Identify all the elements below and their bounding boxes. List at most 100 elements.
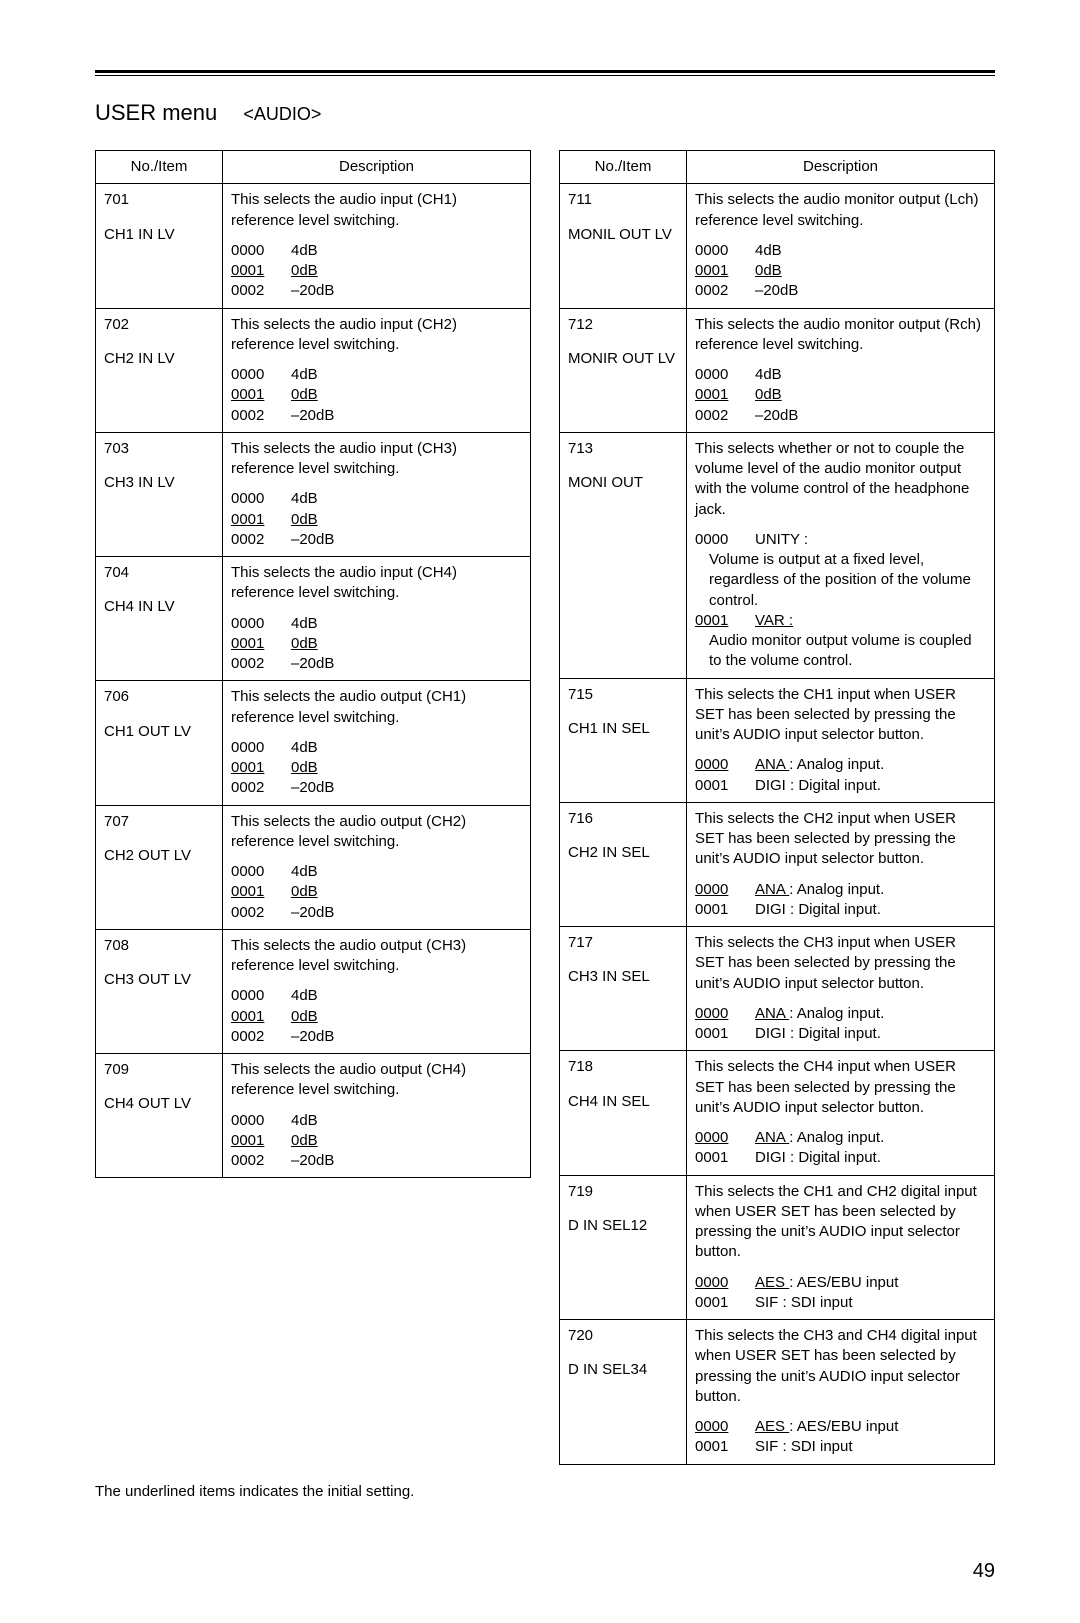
option-row: 0002–20dB (231, 530, 334, 550)
item-name: MONIL OUT LV (568, 225, 678, 245)
option-value: DIGI : Digital input. (755, 777, 881, 794)
option-row: 00004dB (695, 365, 798, 385)
option-value: AES : AES/EBU input (755, 1274, 898, 1291)
item-no: 704 (104, 563, 214, 583)
table-row: 707CH2 OUT LVThis selects the audio outp… (96, 805, 531, 929)
header-description: Description (687, 151, 995, 184)
option-value: AES : AES/EBU input (755, 1418, 898, 1435)
item-name: CH2 IN SEL (568, 843, 678, 863)
item-name: CH3 OUT LV (104, 970, 214, 990)
option-code: 0000 (695, 530, 755, 550)
item-cell: 711MONIL OUT LV (560, 184, 687, 308)
option-value: 0dB (291, 883, 318, 900)
option-row: 0001DIGI : Digital input. (695, 776, 884, 796)
columns: No./Item Description 701CH1 IN LVThis se… (95, 150, 995, 1465)
option-row: 0002–20dB (231, 281, 334, 301)
option-code: 0002 (695, 281, 755, 301)
option-code: 0000 (695, 880, 755, 900)
item-cell: 716 CH2 IN SEL (560, 802, 687, 926)
item-cell: 717CH3 IN SEL (560, 927, 687, 1051)
option-code: 0002 (231, 530, 291, 550)
item-no: 715 (568, 685, 678, 705)
option-code: 0002 (231, 1027, 291, 1047)
description-text: This selects the CH4 input when USER SET… (695, 1057, 986, 1118)
item-cell: 719D IN SEL12 (560, 1175, 687, 1320)
item-no: 717 (568, 933, 678, 953)
option-value: –20dB (291, 1028, 334, 1045)
option-row: 00010dB (231, 385, 334, 405)
option-value: 4dB (291, 366, 318, 383)
option-code: 0002 (231, 1151, 291, 1171)
option-code: 0001 (695, 385, 755, 405)
item-no: 718 (568, 1057, 678, 1077)
description-cell: This selects whether or not to couple th… (687, 432, 995, 678)
item-cell: 702CH2 IN LV (96, 308, 223, 432)
option-value: –20dB (755, 407, 798, 424)
item-no: 720 (568, 1326, 678, 1346)
option-code: 0000 (231, 738, 291, 758)
table-row: 717CH3 IN SELThis selects the CH3 input … (560, 927, 995, 1051)
option-code: 0001 (231, 385, 291, 405)
description-cell: This selects the audio output (CH3) refe… (223, 929, 531, 1053)
description-cell: This selects the audio input (CH4) refer… (223, 557, 531, 681)
option-row: 0000ANA : Analog input. (695, 1128, 884, 1148)
option-code: 0001 (231, 634, 291, 654)
item-name: D IN SEL34 (568, 1360, 678, 1380)
option-row: 00010dB (231, 1131, 334, 1151)
option-code: 0000 (231, 489, 291, 509)
option-code: 0000 (231, 365, 291, 385)
option-row: 00004dB (231, 862, 334, 882)
option-code: 0002 (231, 281, 291, 301)
item-no: 712 (568, 315, 678, 335)
option-code: 0002 (231, 654, 291, 674)
option-value: DIGI : Digital input. (755, 1149, 881, 1166)
option-value: 0dB (755, 386, 782, 403)
right-column: No./Item Description 711MONIL OUT LVThis… (559, 150, 995, 1465)
option-value: VAR : (755, 612, 793, 629)
option-row: 00010dB (231, 1007, 334, 1027)
table-row: 715 CH1 IN SEL This selects the CH1 input … (560, 678, 995, 802)
item-no: 716 (568, 809, 678, 829)
table-row: 702CH2 IN LVThis selects the audio input… (96, 308, 531, 432)
header-description: Description (223, 151, 531, 184)
description-text: This selects the audio output (CH3) refe… (231, 936, 522, 977)
table-row: 713MONI OUTThis selects whether or not t… (560, 432, 995, 678)
description-cell: This selects the audio monitor output (R… (687, 308, 995, 432)
item-cell: 712MONIR OUT LV (560, 308, 687, 432)
option-value: –20dB (291, 407, 334, 424)
item-name: CH4 OUT LV (104, 1094, 214, 1114)
item-no: 706 (104, 687, 214, 707)
description-text: This selects the audio input (CH4) refer… (231, 563, 522, 604)
item-cell: 704CH4 IN LV (96, 557, 223, 681)
option-code: 0000 (695, 1128, 755, 1148)
option-code: 0001 (231, 1007, 291, 1027)
left-table: No./Item Description 701CH1 IN LVThis se… (95, 150, 531, 1178)
option-value: 4dB (291, 863, 318, 880)
item-name: CH1 IN SEL (568, 719, 678, 739)
option-row: 00010dB (695, 385, 798, 405)
description-text: This selects the audio output (CH4) refe… (231, 1060, 522, 1101)
item-cell: 707CH2 OUT LV (96, 805, 223, 929)
item-no: 709 (104, 1060, 214, 1080)
option-value: 0dB (755, 262, 782, 279)
option-row: 00004dB (231, 489, 334, 509)
option-row: 0001DIGI : Digital input. (695, 1148, 884, 1168)
item-cell: 706CH1 OUT LV (96, 681, 223, 805)
description-cell: This selects the CH1 input when USER SET… (687, 678, 995, 802)
description-text: This selects the CH3 and CH4 digital inp… (695, 1326, 986, 1407)
heading-category: <AUDIO> (243, 104, 321, 124)
option-code: 0001 (695, 1148, 755, 1168)
table-row: 718CH4 IN SELThis selects the CH4 input … (560, 1051, 995, 1175)
option-code: 0002 (695, 406, 755, 426)
item-cell: 701CH1 IN LV (96, 184, 223, 308)
option-row: 0001DIGI : Digital input. (695, 900, 884, 920)
option-code: 0002 (231, 406, 291, 426)
table-row: 719D IN SEL12This selects the CH1 and CH… (560, 1175, 995, 1320)
option-row: 0000ANA : Analog input. (695, 755, 884, 775)
item-no: 701 (104, 190, 214, 210)
option-row: 00010dB (695, 261, 798, 281)
option-row: 0000ANA : Analog input. (695, 1004, 884, 1024)
option-code: 0000 (231, 986, 291, 1006)
option-code: 0001 (695, 1437, 755, 1457)
option-row: 00004dB (231, 241, 334, 261)
